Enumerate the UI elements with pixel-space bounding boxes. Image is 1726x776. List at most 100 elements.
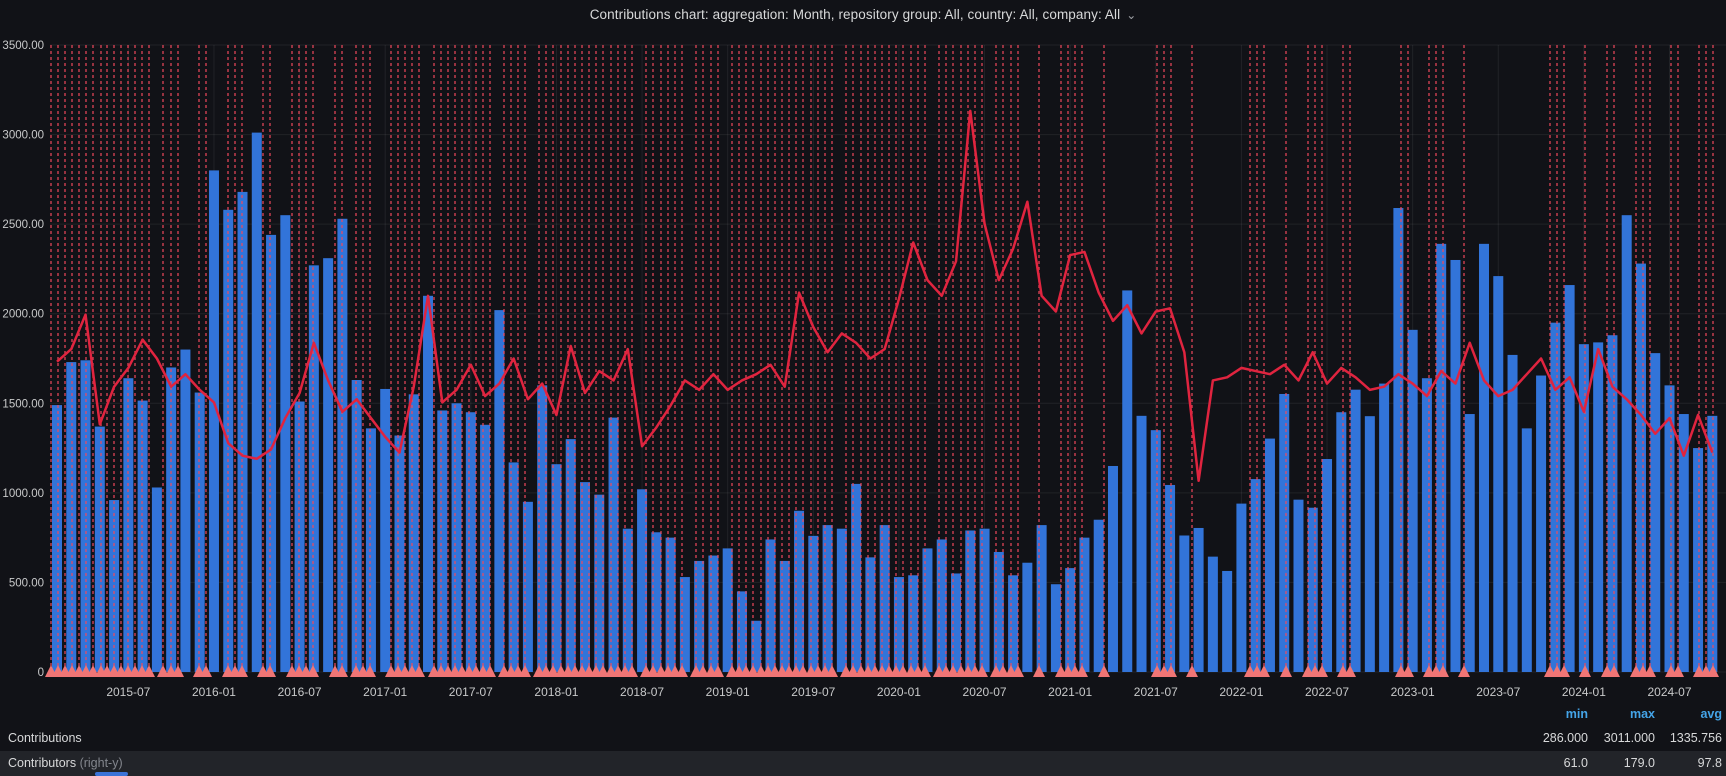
annotation-marker-icon — [847, 665, 859, 677]
annotation-marker-icon — [597, 665, 609, 677]
annotation-marker-icon — [1033, 665, 1045, 677]
contributions-bar — [408, 394, 419, 672]
contributions-bar — [622, 528, 633, 672]
contributions-bar — [1521, 428, 1532, 672]
annotation-marker-icon — [797, 665, 809, 677]
annotation-marker-icon — [172, 665, 184, 677]
contributions-bar — [1393, 208, 1404, 672]
x-axis-tick-label: 2018-07 — [620, 685, 664, 699]
contributions-bar — [1036, 525, 1047, 672]
contributions-bar — [922, 548, 933, 672]
contributions-bar — [1193, 527, 1204, 672]
contributions-bar — [1008, 575, 1019, 672]
annotation-marker-icon — [1402, 665, 1414, 677]
contributions-bar — [779, 560, 790, 672]
contributions-bar — [137, 400, 148, 672]
panel-menu-chevron-icon[interactable]: ⌄ — [1126, 8, 1137, 22]
contributions-bar — [965, 530, 976, 672]
contributions-bar — [1635, 263, 1646, 672]
contributions-bar — [722, 548, 733, 672]
contributions-bar — [708, 555, 719, 672]
contributions-bar — [208, 170, 219, 672]
annotation-marker-icon — [747, 665, 759, 677]
contributions-bar — [1421, 378, 1432, 672]
chart-canvas[interactable]: 3500.00 3000.00 2500.00 2000.00 1500.00 1000.… — [0, 0, 1726, 702]
contributions-bar — [579, 482, 590, 672]
contributions-bar — [337, 218, 348, 673]
contributions-bar — [1065, 568, 1076, 672]
contributions-bar — [836, 528, 847, 672]
contributions-bar — [679, 577, 690, 672]
contributions-bar — [665, 537, 676, 672]
contributions-bar — [908, 575, 919, 672]
contributions-bar — [1322, 458, 1333, 672]
contributions-bar — [993, 551, 1004, 672]
contributions-bar — [323, 258, 334, 672]
x-axis-tick-label: 2022-07 — [1305, 685, 1349, 699]
legend-series-label[interactable]: Contributions — [8, 731, 82, 745]
annotation-marker-icon — [1344, 665, 1356, 677]
legend-header-avg: avg — [1700, 707, 1722, 721]
annotation-marker-icon — [547, 665, 559, 677]
x-axis-tick-label: 2020-01 — [877, 685, 921, 699]
legend-value-min: 61.0 — [1563, 756, 1588, 770]
horizontal-scrollbar-thumb[interactable] — [95, 772, 128, 776]
contributions-bar — [180, 349, 191, 672]
legend-series-name: Contributors — [8, 756, 77, 770]
annotation-marker-icon — [413, 665, 425, 677]
contributions-bar — [380, 388, 391, 672]
x-axis-tick-label: 2016-07 — [278, 685, 322, 699]
contributions-bar — [394, 435, 405, 672]
annotation-marker-icon — [1579, 665, 1591, 677]
x-axis-tick-label: 2020-07 — [963, 685, 1007, 699]
annotation-marker-icon — [87, 665, 99, 677]
contributions-bar — [437, 410, 448, 672]
contributions-bar — [1578, 344, 1589, 672]
legend-row-contributions[interactable]: Contributions 286.000 3011.000 1335.756 — [0, 726, 1726, 751]
annotation-marker-icon — [1707, 665, 1719, 677]
contributions-bar — [308, 265, 319, 672]
legend-value-min: 286.000 — [1542, 731, 1588, 745]
contributions-bar — [494, 310, 505, 672]
contributions-bar — [594, 494, 605, 672]
contributions-bar — [1022, 562, 1033, 672]
contributions-bar — [794, 510, 805, 672]
contributions-bar — [565, 439, 576, 672]
contributions-bar — [365, 428, 376, 672]
legend-header-min: min — [1565, 707, 1588, 721]
contributions-bar — [1307, 507, 1318, 672]
contributions-bar — [1179, 535, 1190, 672]
contributions-bar — [822, 525, 833, 672]
contributions-bar — [1150, 430, 1161, 672]
legend-row-contributors[interactable]: Contributors (right-y) 61.0 179.0 97.8 — [0, 751, 1726, 776]
contributions-bar — [1336, 412, 1347, 672]
contributions-bar — [1250, 479, 1261, 672]
contributions-bar — [251, 132, 262, 673]
annotation-marker-icon — [676, 665, 688, 677]
legend-header-max: max — [1629, 707, 1655, 721]
contributions-bar — [1621, 215, 1632, 672]
x-axis-tick-label: 2022-01 — [1219, 685, 1263, 699]
contributions-bar — [1350, 389, 1361, 672]
contributions-bar — [1050, 584, 1061, 672]
x-axis-tick-label: 2024-01 — [1562, 685, 1606, 699]
contributions-bar — [66, 362, 77, 672]
legend-series-label[interactable]: Contributors (right-y) — [8, 751, 123, 776]
y-axis-tick-label: 1000.00 — [2, 488, 44, 500]
legend-value-max: 3011.000 — [1603, 731, 1655, 745]
annotation-marker-icon — [976, 665, 988, 677]
annotation-marker-icon — [1644, 665, 1656, 677]
annotation-marker-icon — [157, 665, 169, 677]
contributions-bar — [1279, 393, 1290, 672]
contributions-bar — [1122, 290, 1133, 672]
contributions-bar — [1436, 243, 1447, 672]
contributions-bar — [1165, 484, 1176, 672]
contributions-bar — [1264, 438, 1275, 672]
x-axis-tick-label: 2017-07 — [449, 685, 493, 699]
legend-value-max: 179.0 — [1623, 756, 1655, 770]
annotation-marker-icon — [336, 665, 348, 677]
panel-title: Contributions chart: aggregation: Month,… — [589, 6, 1121, 22]
legend-table: min max avg Contributions 286.000 3011.0… — [0, 702, 1726, 776]
contributions-bar — [508, 462, 519, 672]
annotation-marker-icon — [236, 665, 248, 677]
